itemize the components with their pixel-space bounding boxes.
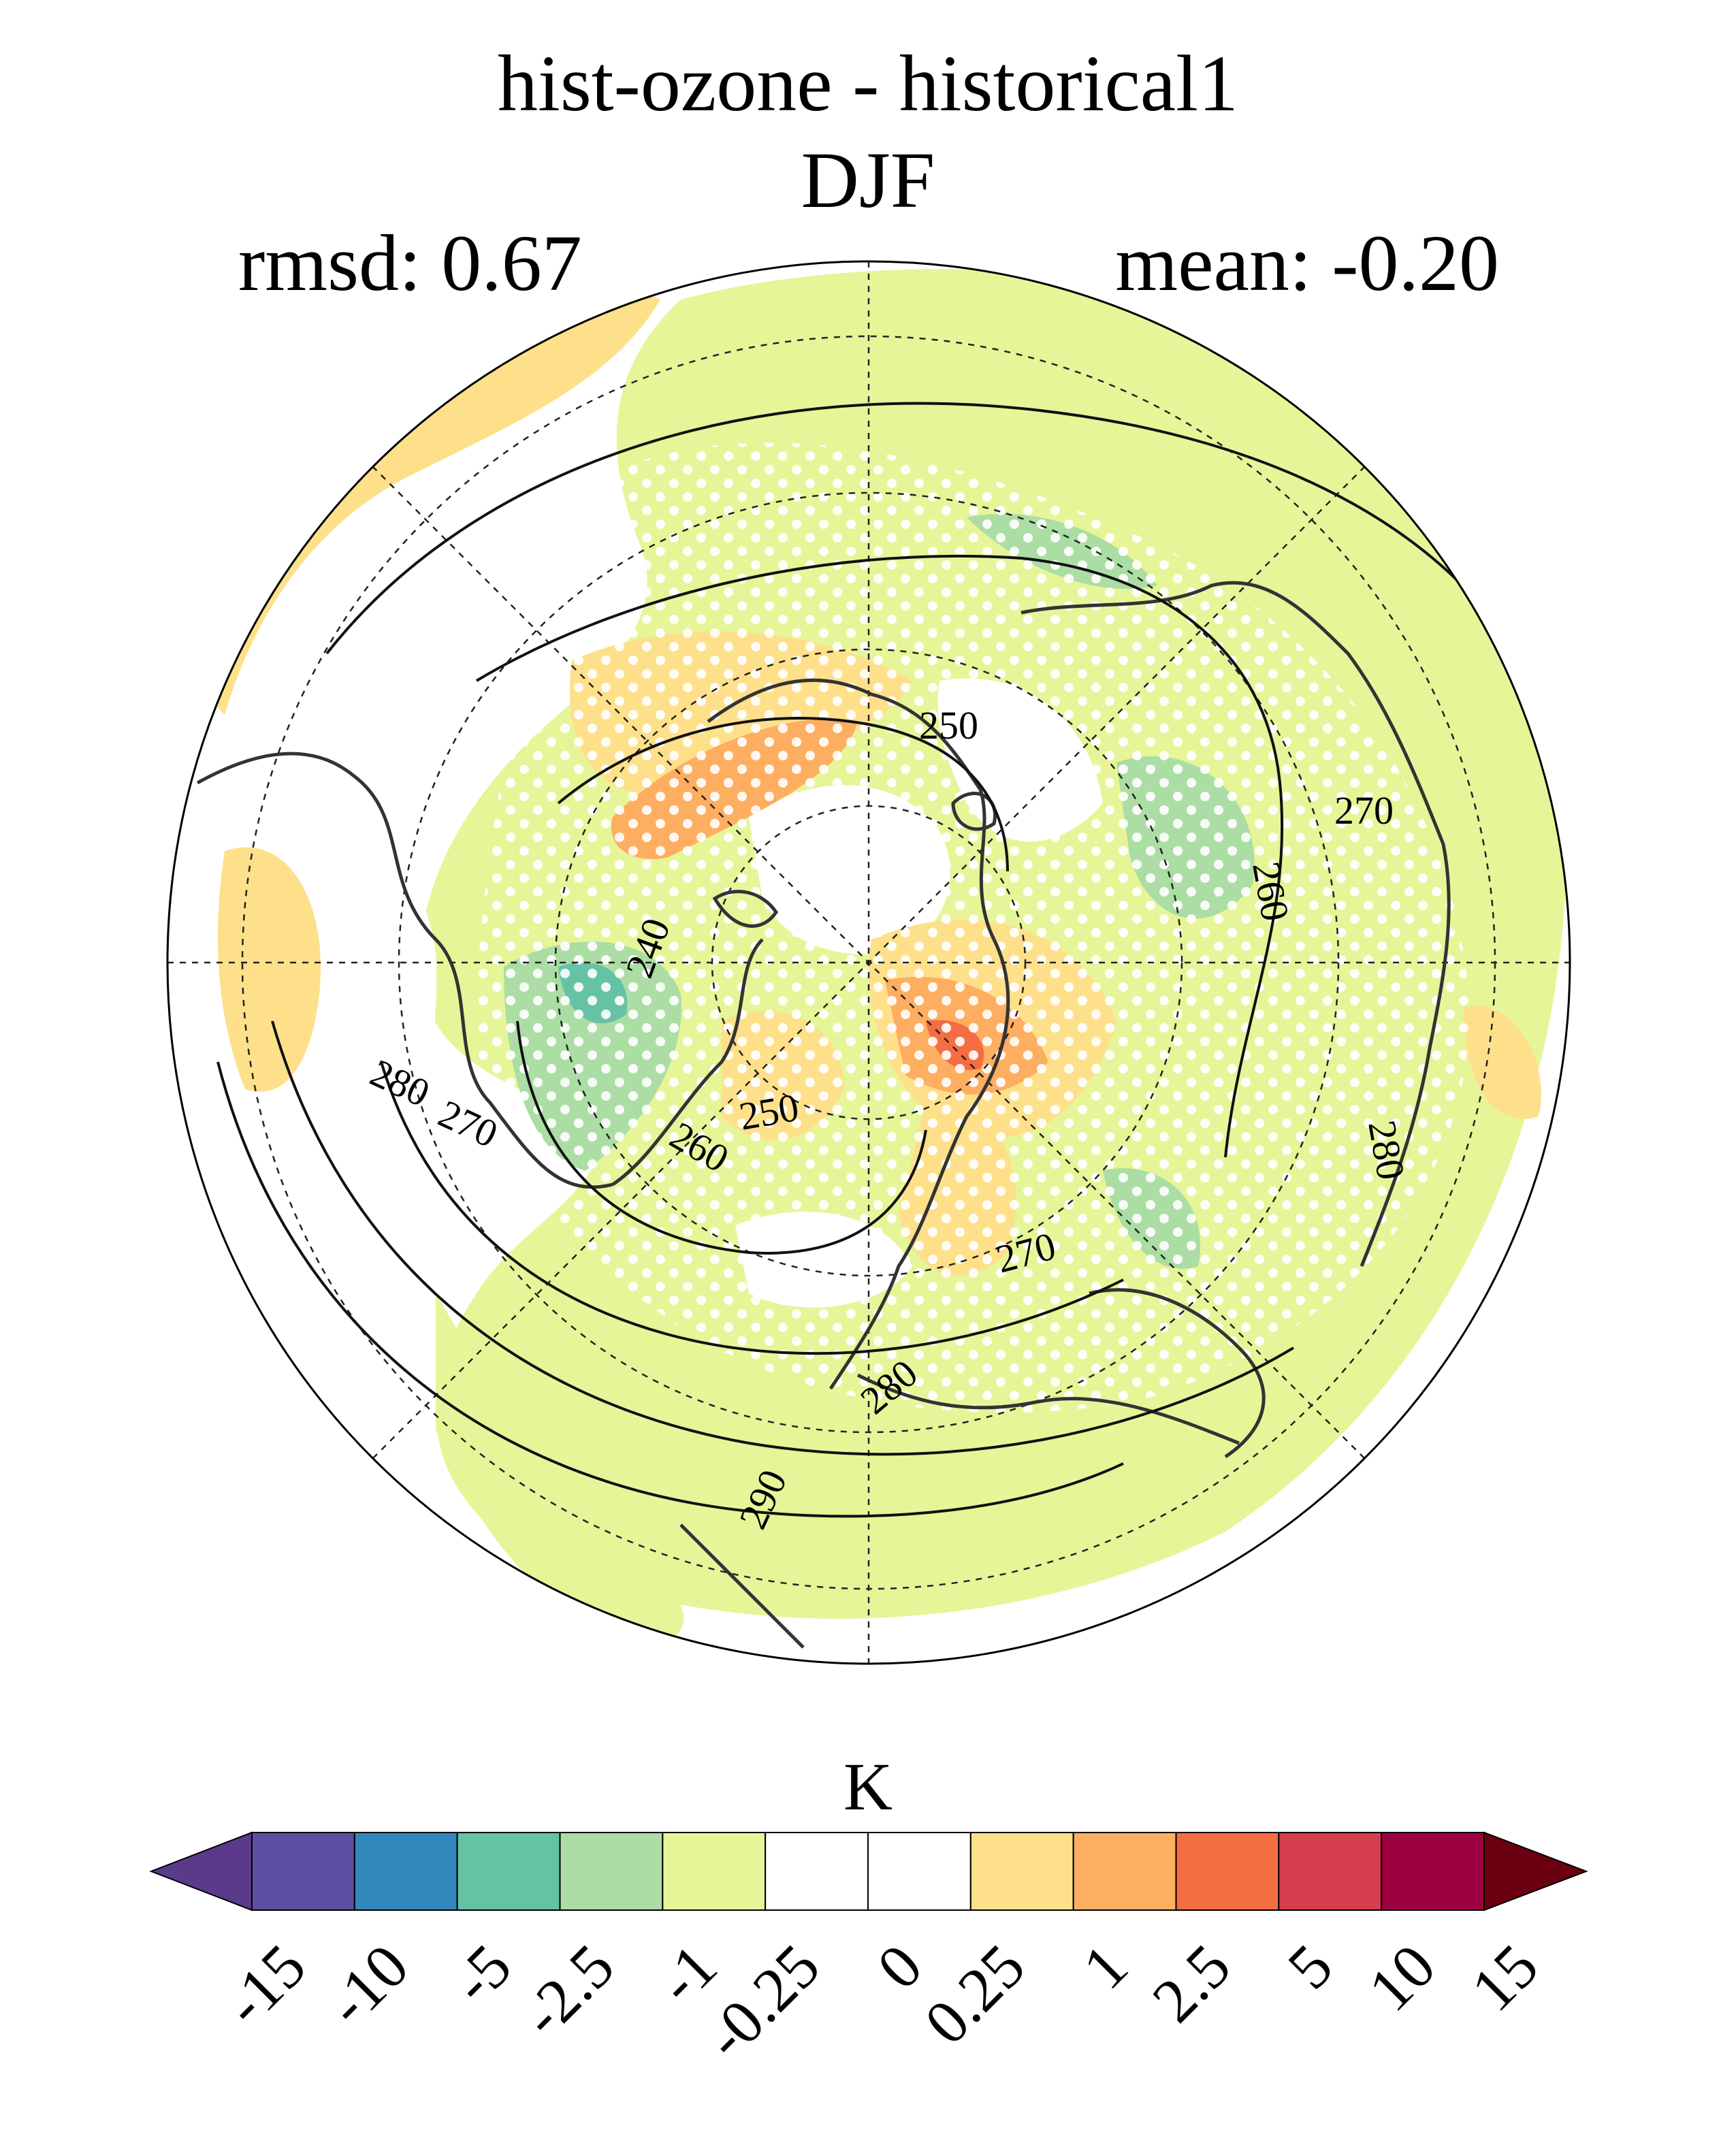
colorbar-units: K [843,1749,893,1824]
season-label: DJF [801,135,935,225]
colorbar-segment [765,1832,869,1911]
colorbar-segment [867,1832,971,1911]
colorbar-segment [251,1832,355,1911]
coastlines [189,581,1451,1649]
contour-label: 250 [736,1085,802,1139]
colorbar-segment [1072,1832,1177,1911]
colorbar-segment [1381,1832,1485,1911]
anomaly-field: 250 260 270 240 280 270 260 250 270 280 … [167,261,1570,1664]
figure-title: hist-ozone - historical1 [498,39,1238,128]
mean-label: mean: -0.20 [1115,219,1499,308]
neg-light-region-sw [436,1293,684,1647]
colorbar-segments [149,1831,1588,1911]
colorbar-segment [1175,1832,1280,1911]
colorbar-segment [1278,1832,1383,1911]
polar-map: 250 260 270 240 280 270 260 250 270 280 … [166,260,1571,1665]
contour-label: 260 [1244,858,1298,924]
contour-label: 250 [919,703,978,747]
colorbar-high-extend [1483,1831,1588,1911]
colorbar-segment [559,1832,664,1911]
graticule [167,261,1570,1664]
contours [216,402,1533,1518]
colorbar-segment [353,1832,458,1911]
contour-label: 280 [1360,1117,1413,1183]
pos-light-region-w [218,847,321,1092]
pos-light-region-se [1464,1005,1541,1119]
colorbar-segment [969,1832,1074,1911]
contour-label: 270 [1334,788,1394,833]
colorbar-low-extend [149,1831,253,1911]
rmsd-label: rmsd: 0.67 [238,219,582,308]
colorbar-segment [456,1832,561,1911]
colorbar-segment [662,1832,767,1911]
map-boundary [166,260,1571,1665]
